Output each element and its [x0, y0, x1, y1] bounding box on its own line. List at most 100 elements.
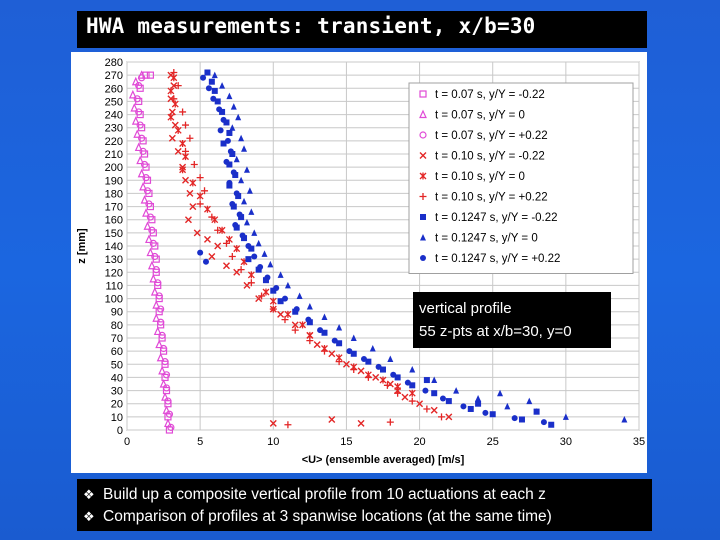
x-tick-label: 25: [487, 436, 499, 448]
data-point: [216, 106, 223, 113]
data-point: [306, 337, 314, 345]
data-point: [401, 393, 409, 401]
data-point: [186, 134, 194, 142]
data-point: [232, 172, 239, 179]
y-tick-label: 250: [105, 96, 123, 108]
data-point: [196, 174, 204, 182]
data-point: [228, 253, 236, 261]
bullet-box: ❖ Build up a composite vertical profile f…: [77, 479, 652, 531]
data-point: [128, 89, 137, 99]
bullet-item: ❖ Build up a composite vertical profile f…: [83, 484, 652, 506]
data-point: [232, 221, 239, 228]
data-point: [261, 250, 268, 257]
data-point: [186, 189, 194, 197]
data-point: [383, 381, 391, 389]
data-point: [226, 179, 233, 186]
data-point: [154, 279, 162, 287]
data-point: [269, 419, 277, 427]
data-point: [255, 266, 262, 273]
y-tick-label: 140: [105, 241, 123, 253]
data-point: [394, 389, 402, 397]
data-point: [174, 126, 182, 134]
data-point: [133, 95, 141, 103]
data-point: [145, 234, 153, 244]
data-point: [431, 376, 438, 384]
y-tick-label: 280: [105, 57, 123, 69]
legend-marker: [420, 255, 426, 261]
data-point: [296, 292, 303, 299]
data-point: [439, 395, 446, 402]
y-tick-label: 180: [105, 188, 123, 200]
data-point: [211, 87, 218, 94]
data-point: [321, 313, 328, 320]
data-point: [357, 367, 365, 375]
data-point: [196, 200, 204, 208]
data-point: [342, 360, 350, 368]
y-tick-label: 130: [105, 254, 123, 266]
data-point: [251, 229, 258, 236]
legend-label: t = 0.10 s, y/Y = 0: [435, 171, 525, 183]
data-point: [497, 389, 504, 397]
data-point: [475, 400, 482, 407]
data-point: [360, 356, 367, 363]
data-point: [214, 98, 221, 105]
data-point: [148, 226, 156, 234]
data-point: [223, 158, 230, 165]
data-point: [182, 147, 190, 155]
data-point: [247, 271, 255, 279]
data-point: [284, 421, 292, 429]
x-tick-label: 5: [197, 436, 203, 448]
data-point: [404, 379, 411, 386]
data-point: [241, 197, 248, 205]
data-point: [431, 390, 438, 397]
data-point: [357, 419, 365, 427]
data-point: [328, 415, 336, 423]
data-point: [230, 203, 237, 210]
data-point: [152, 313, 161, 322]
y-tick-label: 190: [105, 175, 123, 187]
data-point: [380, 366, 386, 373]
data-point: [154, 281, 162, 290]
y-tick-label: 0: [117, 425, 123, 437]
data-point: [475, 394, 482, 402]
data-point: [238, 214, 245, 221]
bullet-text-1: Build up a composite vertical profile fr…: [103, 486, 546, 503]
data-point: [159, 344, 168, 353]
data-point: [174, 82, 182, 90]
y-tick-label: 20: [111, 399, 123, 411]
legend-marker: [420, 214, 426, 220]
data-point: [152, 300, 161, 309]
data-point: [140, 195, 149, 204]
data-point: [146, 213, 155, 221]
data-point: [317, 327, 324, 334]
data-point: [533, 408, 540, 415]
y-tick-label: 80: [111, 320, 123, 332]
data-point: [158, 331, 166, 339]
data-point: [273, 285, 280, 292]
y-tick-label: 60: [111, 346, 123, 358]
data-point: [258, 292, 266, 300]
data-point: [210, 95, 217, 102]
data-point: [149, 273, 158, 283]
data-point: [248, 245, 255, 252]
data-point: [136, 121, 144, 129]
data-point: [179, 166, 187, 174]
y-tick-label: 110: [105, 280, 123, 292]
data-point: [161, 358, 169, 366]
y-tick-label: 30: [111, 386, 123, 398]
data-point: [526, 397, 533, 405]
y-tick-label: 120: [105, 267, 123, 279]
x-tick-label: 20: [413, 436, 425, 448]
data-point: [305, 316, 312, 323]
data-point: [161, 360, 169, 368]
data-point: [165, 410, 174, 418]
data-point: [205, 85, 212, 92]
data-point: [167, 113, 175, 121]
data-point: [422, 387, 429, 394]
data-point: [246, 187, 253, 194]
legend-label: t = 0.1247 s, y/Y = +0.22: [435, 253, 560, 265]
data-point: [328, 350, 336, 358]
data-point: [164, 397, 172, 405]
data-point: [241, 145, 248, 152]
legend-marker: [419, 193, 427, 200]
